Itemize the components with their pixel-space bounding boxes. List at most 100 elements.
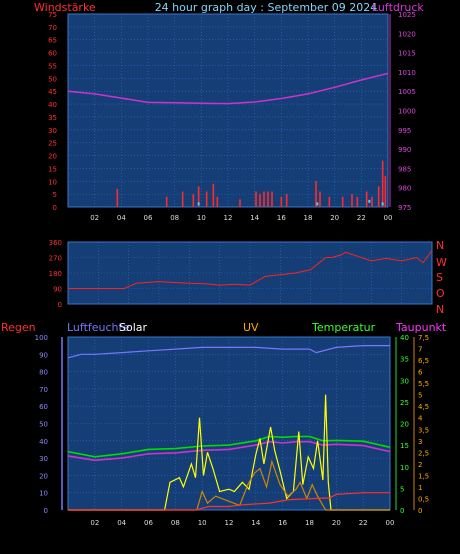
y-tick-label: 180 [49, 270, 62, 278]
wind-bar [341, 196, 344, 207]
y-tick-label: 15 [48, 165, 57, 173]
pressure-line [67, 72, 389, 105]
y-tick-label: 10 [48, 178, 57, 186]
gust-point [381, 202, 384, 206]
x-tick-label: 00 [386, 519, 395, 527]
x-tick-label: 06 [144, 214, 153, 222]
y2-tick-label: 10 [400, 464, 409, 472]
y2-tick-label: 1020 [398, 30, 416, 38]
wind-bar [216, 196, 219, 207]
x-tick-label: 12 [225, 519, 234, 527]
y-tick-label: 30 [39, 455, 48, 463]
y2-tick-label: 980 [398, 185, 411, 193]
panel2-grid [68, 241, 432, 305]
wind-bar [192, 194, 195, 207]
legend-taupunkt: Taupunkt [395, 321, 447, 334]
y-tick-label: 90 [39, 351, 48, 359]
y2-tick-label: 1005 [398, 88, 416, 96]
right-axis-title: Luftdruck [372, 1, 424, 14]
y-tick-label: 30 [48, 127, 57, 135]
panel1-x-ticks: 02 04 06 08 10 12 14 16 18 20 22 00 [90, 214, 392, 222]
y3-tick-label: 3,5 [418, 426, 429, 434]
y3-tick-label: 4,5 [418, 403, 429, 411]
y-tick-label: 0 [53, 204, 57, 212]
y3-tick-label: 4 [418, 415, 423, 423]
gust-point [197, 202, 200, 206]
series-line-solar [68, 394, 390, 511]
y2-tick-label: 30 [400, 377, 409, 385]
y3-tick-label: 0,5 [418, 495, 429, 503]
wind-bar [280, 196, 283, 207]
y2-tick-label: 990 [398, 146, 411, 154]
wind-bar [165, 196, 168, 207]
y-tick-label: 10 [39, 490, 48, 498]
y3-tick-label: 0 [418, 507, 422, 515]
y2-tick-label: 40 [400, 334, 409, 342]
panel-wind-direction: 0 90 180 270 360 N W S O N [49, 239, 447, 316]
y-tick-label: 90 [53, 286, 62, 294]
gust-point [368, 199, 371, 203]
left-axis-title: Windstärke [34, 1, 96, 14]
wind-bar [259, 194, 261, 207]
wind-bar [315, 181, 317, 207]
y3-tick-label: 2 [418, 461, 422, 469]
y-tick-label: 40 [48, 101, 57, 109]
series-line-taupunkt [67, 440, 391, 462]
panel3-y-ticks-humidity: 0 10 20 30 40 50 60 70 80 90 100 [35, 334, 48, 515]
wind-bar [365, 191, 368, 207]
y-tick-label: 55 [48, 62, 57, 70]
x-tick-label: 08 [170, 214, 179, 222]
y-tick-label: 0 [44, 507, 48, 515]
panel3-y-ticks-uv: 0 0,5 1 1,5 2 2,5 3 3,5 4 4,5 5 5,5 6 6,5 7 7,5 [418, 334, 429, 515]
wind-bar [319, 191, 321, 207]
x-tick-label: 00 [384, 214, 393, 222]
compass-label-n-top: N [436, 239, 444, 252]
wind-bar [271, 191, 273, 207]
x-tick-label: 10 [198, 519, 207, 527]
x-tick-label: 14 [250, 214, 259, 222]
y2-tick-label: 15 [400, 442, 409, 450]
panel-rain-humidity-temp: Regen Luftfeuchte Solar UV Temperatur Ta… [1, 321, 447, 527]
wind-bar [197, 186, 200, 207]
y-tick-label: 0 [58, 301, 62, 309]
wind-bar [239, 199, 241, 207]
wind-bar [212, 183, 215, 207]
compass-label-n-bottom: N [436, 303, 444, 316]
wind-bar [384, 176, 387, 207]
x-tick-label: 14 [251, 519, 260, 527]
y2-tick-label: 1025 [398, 11, 416, 19]
panel2-y-ticks: 0 90 180 270 360 [49, 239, 62, 309]
wind-bar [267, 191, 269, 207]
x-tick-label: 04 [117, 214, 126, 222]
x-tick-label: 08 [171, 519, 180, 527]
y3-tick-label: 7,5 [418, 334, 429, 342]
y3-tick-label: 5 [418, 392, 422, 400]
compass-label-s: S [436, 271, 443, 284]
y3-tick-label: 2,5 [418, 449, 429, 457]
y3-tick-label: 6,5 [418, 357, 429, 365]
gust-point [316, 202, 319, 206]
y2-tick-label: 1010 [398, 69, 416, 77]
x-tick-label: 20 [330, 214, 339, 222]
gust-points [197, 199, 384, 206]
y-tick-label: 20 [39, 472, 48, 480]
x-tick-label: 22 [357, 214, 366, 222]
y-tick-label: 60 [48, 50, 57, 58]
y2-tick-label: 5 [400, 485, 404, 493]
y-tick-label: 65 [48, 37, 57, 45]
y-tick-label: 40 [39, 438, 48, 446]
series-line-temperatur [67, 435, 391, 458]
legend-luftfeuchte: Luftfeuchte [67, 321, 130, 334]
y-tick-label: 360 [49, 239, 62, 247]
y-tick-label: 50 [39, 421, 48, 429]
legend-temperatur: Temperatur [311, 321, 376, 334]
wind-bar [371, 196, 373, 207]
x-tick-label: 18 [305, 519, 314, 527]
y-tick-label: 45 [48, 88, 57, 96]
x-tick-label: 12 [224, 214, 233, 222]
y-tick-label: 5 [53, 191, 57, 199]
y3-tick-label: 5,5 [418, 380, 429, 388]
y-tick-label: 75 [48, 11, 57, 19]
